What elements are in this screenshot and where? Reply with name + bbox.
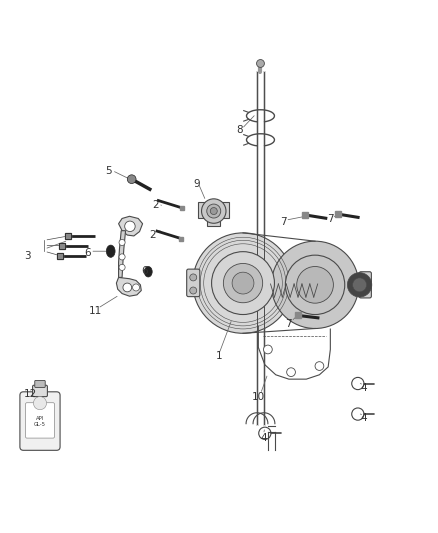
Text: 7: 7 — [327, 214, 334, 224]
Text: 1: 1 — [215, 351, 223, 361]
Circle shape — [119, 264, 125, 270]
Circle shape — [190, 287, 197, 294]
Circle shape — [190, 274, 197, 281]
Circle shape — [315, 362, 324, 370]
Circle shape — [133, 284, 140, 291]
Circle shape — [297, 266, 333, 303]
Circle shape — [212, 252, 275, 314]
Text: 5: 5 — [106, 166, 112, 176]
Polygon shape — [198, 203, 229, 227]
Circle shape — [207, 204, 221, 218]
Circle shape — [257, 60, 265, 67]
Text: 6: 6 — [141, 266, 148, 276]
FancyBboxPatch shape — [32, 385, 47, 397]
Circle shape — [119, 239, 125, 246]
Circle shape — [353, 278, 367, 292]
FancyBboxPatch shape — [25, 403, 54, 438]
Circle shape — [125, 221, 135, 231]
Text: 7: 7 — [280, 217, 287, 227]
Text: 12: 12 — [24, 389, 37, 399]
Polygon shape — [119, 231, 126, 277]
Text: 6: 6 — [84, 248, 91, 259]
Text: 7: 7 — [286, 319, 292, 329]
FancyBboxPatch shape — [359, 272, 371, 298]
Circle shape — [123, 283, 132, 292]
Circle shape — [33, 397, 46, 410]
Circle shape — [286, 255, 345, 314]
Text: 2: 2 — [152, 200, 159, 211]
Circle shape — [201, 199, 226, 223]
FancyBboxPatch shape — [20, 392, 60, 450]
Text: 4: 4 — [360, 414, 367, 423]
Ellipse shape — [106, 245, 115, 257]
Circle shape — [223, 263, 263, 303]
Text: 11: 11 — [89, 306, 102, 316]
Text: 8: 8 — [237, 125, 243, 135]
Polygon shape — [117, 277, 141, 296]
Circle shape — [272, 241, 359, 328]
Circle shape — [347, 272, 372, 297]
Circle shape — [127, 175, 136, 183]
Circle shape — [232, 272, 254, 294]
Text: 3: 3 — [25, 251, 31, 261]
Circle shape — [119, 254, 125, 260]
Text: 4: 4 — [360, 383, 367, 393]
Text: 2: 2 — [149, 230, 156, 240]
Text: 4: 4 — [260, 433, 267, 442]
Circle shape — [264, 345, 272, 354]
Circle shape — [287, 368, 295, 376]
Polygon shape — [119, 216, 143, 236]
Circle shape — [193, 233, 293, 333]
Text: 10: 10 — [252, 392, 265, 401]
Text: 9: 9 — [193, 180, 200, 189]
Ellipse shape — [145, 266, 152, 277]
Circle shape — [210, 207, 217, 215]
Text: API
GL-5: API GL-5 — [34, 416, 46, 427]
FancyBboxPatch shape — [35, 381, 45, 387]
FancyBboxPatch shape — [187, 269, 200, 297]
